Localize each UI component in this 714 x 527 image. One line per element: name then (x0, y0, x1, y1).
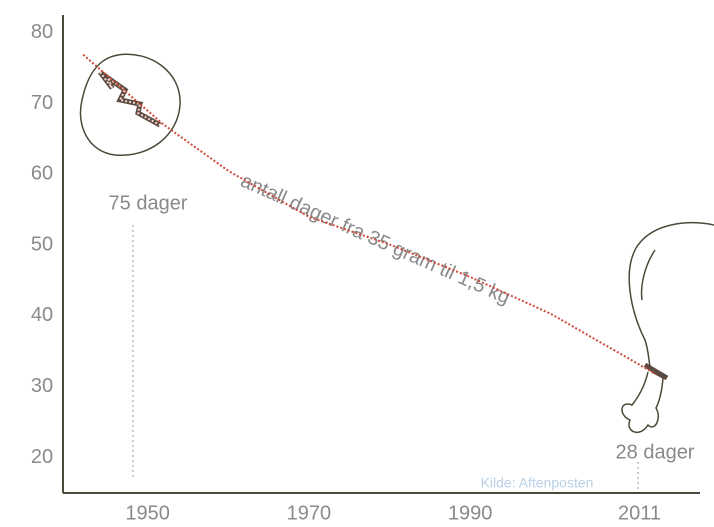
y-tick-label: 20 (31, 446, 53, 468)
source: Kilde: Aftenposten (481, 475, 594, 491)
x-tick-label: 1950 (125, 502, 170, 524)
drumstick-icon (621, 222, 714, 434)
y-tick-label: 50 (31, 233, 53, 255)
annotation: 75 dager (109, 192, 188, 214)
y-tick-label: 30 (31, 375, 53, 397)
x-tick-label: 1970 (287, 502, 332, 524)
egg-crack-inner (99, 71, 161, 126)
drumstick-detail (640, 249, 656, 301)
y-tick-label: 60 (31, 163, 53, 185)
y-tick-label: 80 (31, 21, 53, 43)
y-tick-label: 70 (31, 92, 53, 114)
drumstick-band (643, 362, 669, 381)
x-tick-label: 1990 (448, 502, 493, 524)
x-tick-label: 2011 (618, 502, 661, 524)
egg-icon (79, 53, 181, 156)
y-tick-label: 40 (31, 304, 53, 326)
data-line (82, 53, 657, 375)
annotation: 28 dager (616, 441, 695, 463)
